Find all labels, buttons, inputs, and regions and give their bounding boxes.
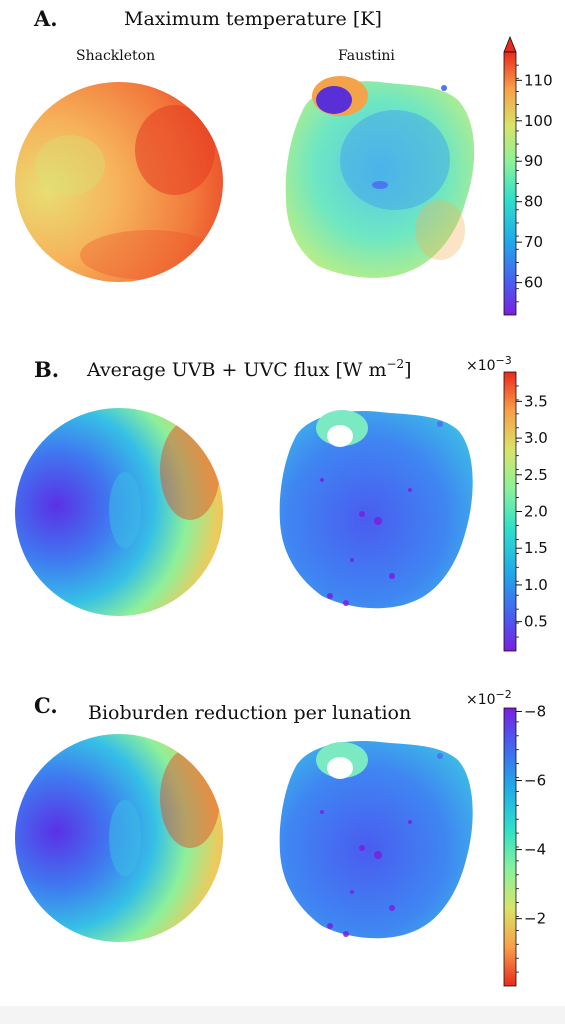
panel-b-shackleton-map bbox=[15, 408, 223, 616]
colorbar-a-tick-label: 80 bbox=[524, 193, 543, 211]
shackleton-label: Shackleton bbox=[76, 48, 155, 64]
colorbar-a: 60 70 80 90 100 110 bbox=[503, 35, 553, 316]
colorbar-b-tick-label: 3.5 bbox=[524, 392, 548, 410]
colorbar-c-tick-label: −2 bbox=[524, 910, 546, 928]
colorbar-a-tick-label: 100 bbox=[524, 112, 553, 130]
colorbar-c-tick-label: −4 bbox=[524, 841, 546, 859]
colorbar-b-tick-label: 0.5 bbox=[524, 613, 548, 631]
colorbar-b-tick-label: 1.5 bbox=[524, 539, 548, 557]
panel-b-letter: B. bbox=[34, 357, 59, 382]
panel-c-title: Bioburden reduction per lunation bbox=[88, 702, 411, 724]
page-footer-strip bbox=[0, 1006, 565, 1024]
panel-a-shackleton-map bbox=[15, 82, 223, 282]
panel-c-faustini-map bbox=[279, 741, 473, 939]
colorbar-b-tick-label: 1.0 bbox=[524, 576, 548, 594]
colorbar-a-tick-label: 60 bbox=[524, 274, 543, 292]
colorbar-b-tick-label: 2.0 bbox=[524, 503, 548, 521]
colorbar-b-tick-label: 3.0 bbox=[524, 429, 548, 447]
panel-a-title: Maximum temperature [K] bbox=[124, 8, 382, 30]
panel-a-faustini-map bbox=[285, 76, 475, 278]
colorbar-a-tick-label: 110 bbox=[524, 71, 553, 89]
colorbar-a-tick-label: 70 bbox=[524, 233, 543, 251]
panel-c-letter: C. bbox=[34, 693, 58, 718]
panel-c-shackleton-map bbox=[15, 734, 223, 942]
colorbar-b-tick-label: 2.5 bbox=[524, 466, 548, 484]
colorbar-c-tick-label: −6 bbox=[524, 772, 546, 790]
panel-b-title: Average UVB + UVC flux [W m−2] bbox=[86, 357, 412, 381]
colorbar-c-multiplier: ×10−2 bbox=[466, 688, 512, 708]
colorbar-b-multiplier: ×10−3 bbox=[466, 354, 512, 374]
colorbar-c: −2 −4 −6 −8 ×10−2 bbox=[466, 688, 546, 987]
colorbar-a-extend-arrow bbox=[503, 35, 517, 53]
colorbar-a-tick-label: 90 bbox=[524, 152, 543, 170]
faustini-label: Faustini bbox=[338, 48, 395, 64]
colorbar-c-tick-label: −8 bbox=[524, 702, 546, 720]
colorbar-b: 0.5 1.0 1.5 2.0 2.5 3.0 3.5 ×10−3 bbox=[466, 354, 548, 652]
panel-b-faustini-map bbox=[279, 410, 473, 609]
panel-a-letter: A. bbox=[33, 6, 58, 31]
